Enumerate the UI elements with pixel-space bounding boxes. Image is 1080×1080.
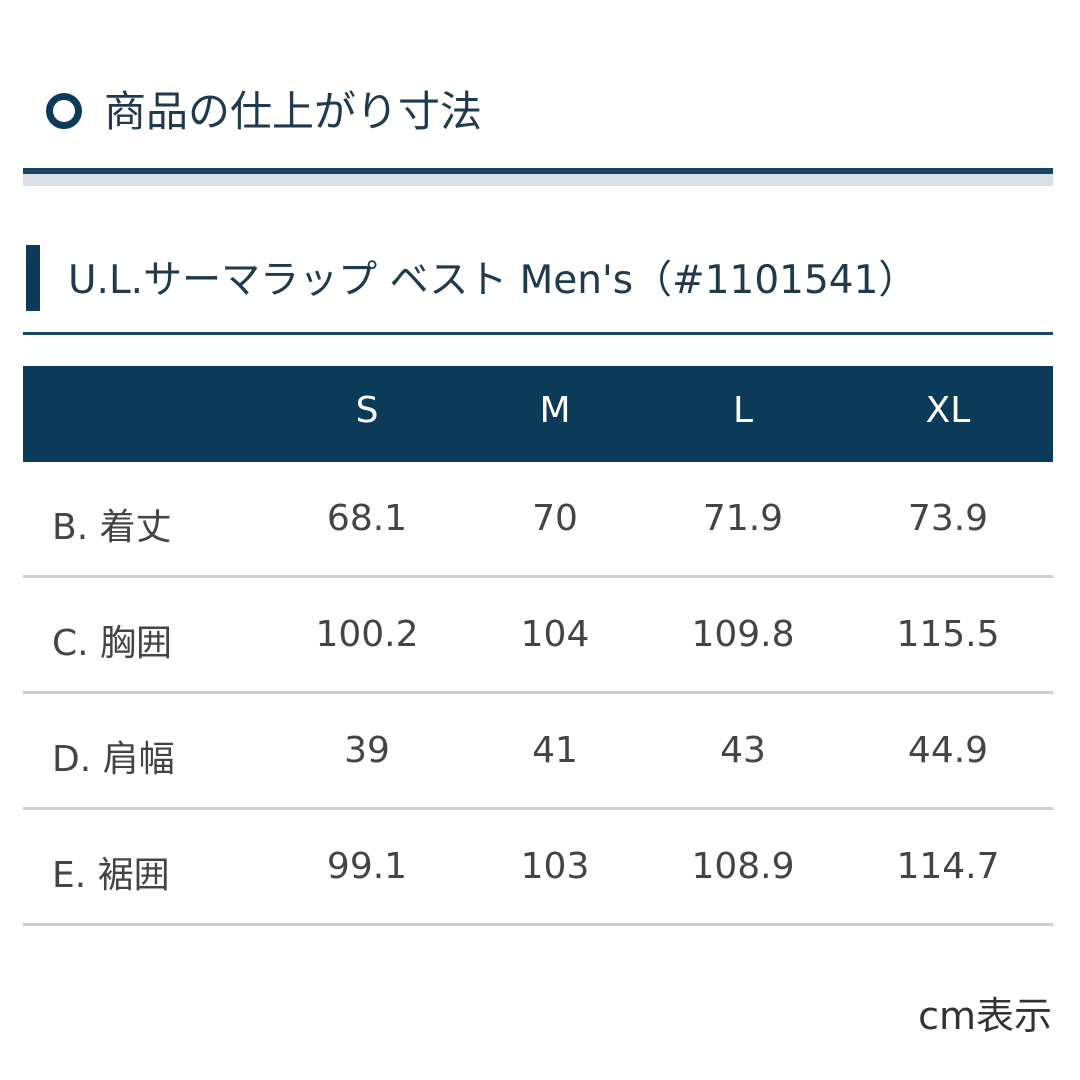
size-table-header: S M L XL xyxy=(23,366,1053,462)
subheading-bar xyxy=(26,245,40,311)
circle-bullet-icon xyxy=(46,93,82,129)
table-cell: 68.1 xyxy=(326,498,408,539)
table-cell: 115.5 xyxy=(896,614,1000,655)
section-divider-band xyxy=(23,174,1053,186)
table-cell: 71.9 xyxy=(702,498,784,539)
table-cell: 109.8 xyxy=(691,614,795,655)
table-cell: 108.9 xyxy=(691,846,795,887)
row-label: B. 着丈 xyxy=(52,507,172,548)
section-title: 商品の仕上がり寸法 xyxy=(104,87,483,136)
row-label: C. 胸囲 xyxy=(52,623,173,664)
column-header: XL xyxy=(925,390,971,431)
table-cell: 41 xyxy=(532,730,578,771)
table-row: E. 裾囲 99.1 103 108.9 114.7 xyxy=(23,810,1053,926)
table-cell: 70 xyxy=(532,498,578,539)
table-cell: 73.9 xyxy=(907,498,989,539)
table-cell: 39 xyxy=(344,730,390,771)
unit-note: cm表示 xyxy=(918,994,1052,1038)
row-label: D. 肩幅 xyxy=(52,739,175,780)
column-header: M xyxy=(539,390,571,431)
section-divider xyxy=(23,168,1053,174)
table-cell: 103 xyxy=(520,846,590,887)
table-row: B. 着丈 68.1 70 71.9 73.9 xyxy=(23,462,1053,578)
table-cell: 43 xyxy=(720,730,766,771)
table-cell: 44.9 xyxy=(907,730,989,771)
table-cell: 100.2 xyxy=(315,614,419,655)
subheading-divider xyxy=(23,332,1053,335)
row-label: E. 裾囲 xyxy=(52,855,170,896)
table-row: C. 胸囲 100.2 104 109.8 115.5 xyxy=(23,578,1053,694)
product-title: U.L.サーマラップ ベスト Men's（#1101541） xyxy=(68,258,918,303)
table-cell: 104 xyxy=(520,614,590,655)
table-row: D. 肩幅 39 41 43 44.9 xyxy=(23,694,1053,810)
table-cell: 99.1 xyxy=(326,846,408,887)
column-header: L xyxy=(732,390,754,431)
table-cell: 114.7 xyxy=(896,846,1000,887)
column-header: S xyxy=(355,390,379,431)
